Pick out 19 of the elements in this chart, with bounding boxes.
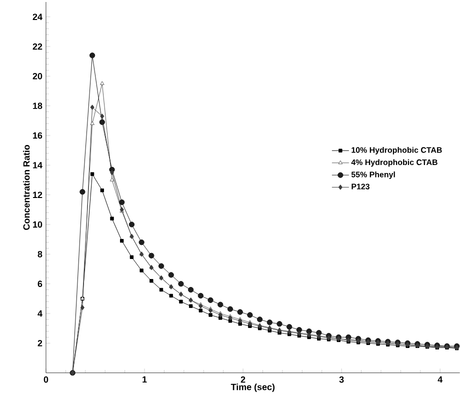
x-tick-label: 0 <box>44 376 48 383</box>
y-tick-label: 12 <box>33 192 42 198</box>
y-tick-label: 4 <box>38 310 42 317</box>
y-tick-label: 2 <box>38 340 42 346</box>
x-tick-label: 1 <box>142 376 147 383</box>
y-tick-label: 22 <box>32 43 42 50</box>
y-tick-label: 8 <box>38 251 42 258</box>
x-tick-label: 4 <box>438 376 443 383</box>
y-axis-title: Concentration Ratio <box>23 145 30 230</box>
y-tick-label: 6 <box>38 280 42 288</box>
x-tick-label: 3 <box>339 376 344 383</box>
y-tick-label: 10 <box>33 221 42 228</box>
y-tick-label: 16 <box>33 132 42 139</box>
y-tick-label: 24 <box>32 14 42 20</box>
y-tick-label: 20 <box>32 73 42 80</box>
x-tick-label: 2 <box>240 376 246 383</box>
y-tick-label: 18 <box>33 102 42 110</box>
y-tick-label: 14 <box>33 162 42 168</box>
x-axis-title: Time (sec) <box>230 384 275 392</box>
